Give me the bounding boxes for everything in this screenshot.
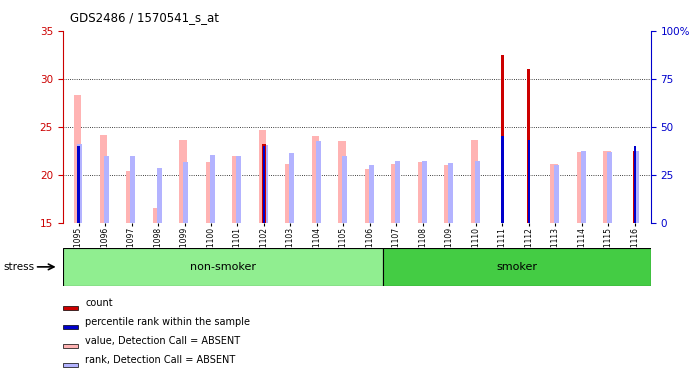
Bar: [127, 171, 134, 223]
Bar: [391, 164, 399, 223]
Bar: [395, 161, 400, 223]
Bar: [581, 151, 585, 223]
Bar: [633, 146, 636, 223]
Text: GDS2486 / 1570541_s_at: GDS2486 / 1570541_s_at: [70, 12, 219, 25]
Bar: [312, 136, 319, 223]
Bar: [232, 156, 240, 223]
Bar: [448, 163, 453, 223]
Bar: [104, 156, 109, 223]
Bar: [262, 144, 266, 223]
Bar: [180, 140, 187, 223]
Bar: [74, 95, 81, 223]
Bar: [338, 141, 346, 223]
Bar: [63, 248, 383, 286]
Bar: [383, 248, 651, 286]
Text: stress: stress: [3, 262, 35, 272]
Text: non-smoker: non-smoker: [190, 262, 256, 272]
Bar: [418, 162, 425, 223]
Bar: [342, 156, 347, 223]
Bar: [100, 135, 107, 223]
Bar: [475, 161, 480, 223]
Bar: [444, 165, 452, 223]
Text: rank, Detection Call = ABSENT: rank, Detection Call = ABSENT: [86, 355, 235, 365]
Bar: [422, 161, 427, 223]
Bar: [577, 152, 584, 223]
Bar: [285, 164, 293, 223]
Bar: [316, 141, 321, 223]
Bar: [184, 162, 188, 223]
Bar: [262, 146, 265, 223]
Bar: [369, 165, 374, 223]
Bar: [634, 151, 638, 223]
Bar: [130, 157, 135, 223]
Bar: [290, 152, 294, 223]
Bar: [501, 55, 504, 223]
Bar: [528, 140, 530, 223]
Bar: [63, 344, 78, 348]
Bar: [603, 151, 611, 223]
Bar: [608, 152, 612, 223]
Bar: [471, 140, 478, 223]
Bar: [63, 363, 78, 367]
Bar: [206, 162, 214, 223]
Bar: [263, 145, 268, 223]
Bar: [633, 151, 636, 223]
Bar: [551, 164, 557, 223]
Text: percentile rank within the sample: percentile rank within the sample: [86, 317, 251, 327]
Bar: [554, 165, 559, 223]
Text: value, Detection Call = ABSENT: value, Detection Call = ABSENT: [86, 336, 240, 346]
Bar: [77, 146, 80, 223]
Text: smoker: smoker: [497, 262, 537, 272]
Bar: [259, 129, 267, 223]
Bar: [501, 136, 504, 223]
Bar: [210, 154, 214, 223]
Bar: [237, 157, 242, 223]
Bar: [528, 69, 530, 223]
Bar: [157, 168, 161, 223]
Bar: [63, 306, 78, 310]
Bar: [153, 208, 160, 223]
Bar: [365, 169, 372, 223]
Bar: [63, 325, 78, 329]
Bar: [77, 144, 82, 223]
Text: count: count: [86, 298, 113, 308]
